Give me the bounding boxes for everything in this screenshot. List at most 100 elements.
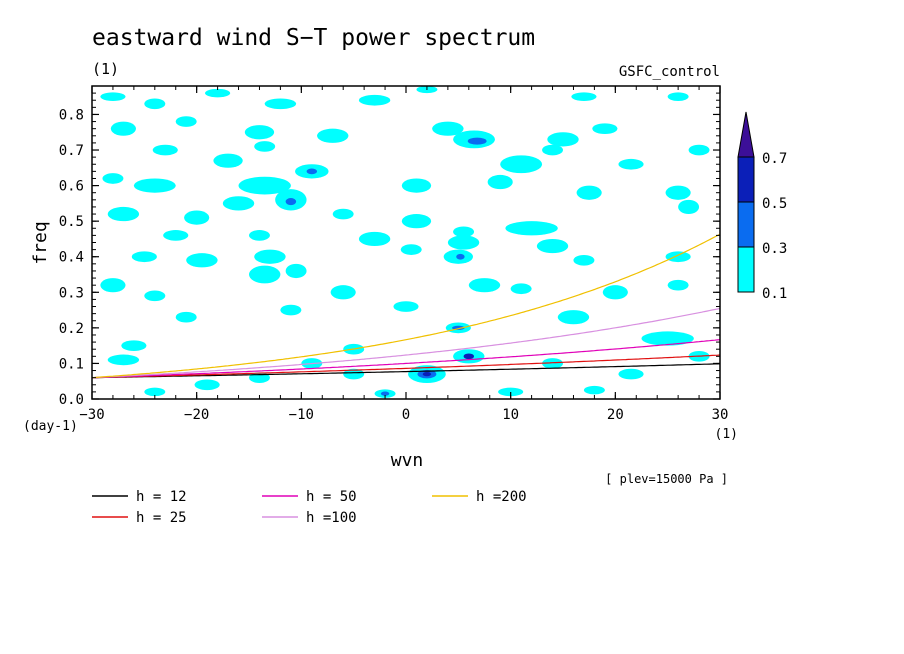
- contour-blob-63: [667, 279, 689, 291]
- contour-blob-15: [547, 132, 579, 147]
- contour-blob-55: [249, 265, 281, 284]
- contour-blob-82: [194, 379, 220, 391]
- colorbar: 0.1 0.3 0.5 0.7: [737, 111, 787, 302]
- contour-blob-73: [107, 354, 140, 366]
- contour-blob-46: [536, 238, 569, 254]
- contour-blob-41: [163, 230, 189, 241]
- y-tick-label-0: 0.0: [59, 392, 84, 408]
- contour-blob-12: [432, 121, 464, 136]
- contour-blob-22: [500, 155, 543, 174]
- axis-ticks: −30 −20 −10 0 10 20 30 0.0 0.1 0.2 0.3 0.4 0.5 0.6 0.7…: [59, 86, 729, 423]
- dispersion-curve-h200: [92, 233, 720, 379]
- colorbar-swatch-0: [737, 246, 755, 293]
- contour-blob-49: [254, 249, 286, 264]
- plot-frame: [91, 85, 721, 400]
- colorbar-swatch-2: [737, 156, 755, 203]
- contour-blob-3: [264, 98, 297, 110]
- contour-blob-21: [306, 168, 318, 175]
- contour-blob-54: [665, 251, 691, 263]
- colorbar-arrow: [737, 111, 755, 158]
- contour-blob-9: [175, 116, 197, 127]
- contour-blob-25: [102, 173, 124, 184]
- contour-blob-2: [205, 88, 231, 98]
- contour-blob-18: [254, 141, 276, 152]
- contour-blob-34: [665, 185, 691, 200]
- x-tick-label-3: 0: [402, 407, 410, 423]
- x-tick-label-5: 20: [607, 407, 624, 423]
- contour-blob-80: [422, 371, 432, 377]
- legend-label-0: h = 12: [136, 489, 187, 505]
- contour-blob-69: [557, 310, 590, 325]
- colorbar-swatch-1: [737, 201, 755, 248]
- dispersion-curve-h12: [92, 363, 720, 379]
- contour-blob-64: [175, 311, 197, 323]
- contour-blob-36: [184, 210, 210, 225]
- contour-blob-60: [468, 278, 501, 293]
- y-tick-label-3: 0.3: [59, 285, 84, 301]
- chart-subtitle-left: (1): [92, 60, 119, 78]
- contour-blob-84: [618, 368, 644, 380]
- y-tick-label-6: 0.6: [59, 179, 84, 195]
- contour-blob-0: [100, 92, 126, 101]
- chart-title: eastward wind S−T power spectrum: [92, 25, 535, 51]
- colorbar-level-0: 0.1: [762, 286, 787, 302]
- colorbar-level-3: 0.7: [762, 151, 787, 167]
- contour-blob-66: [393, 301, 419, 312]
- contour-blob-59: [330, 285, 356, 300]
- contour-blob-39: [505, 221, 558, 236]
- contour-blob-48: [186, 253, 218, 268]
- contour-blob-10: [244, 125, 275, 140]
- contour-blob-8: [110, 121, 136, 136]
- contour-blob-33: [576, 185, 602, 200]
- contour-blob-11: [317, 128, 349, 143]
- contour-blob-57: [100, 278, 126, 293]
- contour-blob-53: [573, 254, 595, 266]
- legend-label-1: h = 25: [136, 510, 187, 526]
- y-tick-label-5: 0.5: [59, 214, 84, 230]
- colorbar-level-1: 0.3: [762, 241, 787, 257]
- contour-blob-32: [487, 174, 513, 190]
- contour-blob-38: [401, 214, 432, 229]
- contour-blob-50: [400, 244, 422, 255]
- contour-blob-88: [498, 387, 524, 397]
- y-tick-label-2: 0.2: [59, 321, 84, 337]
- contour-blob-62: [602, 285, 628, 300]
- x-unit-label: (1): [715, 427, 738, 442]
- legend-label-3: h =100: [306, 510, 357, 526]
- contour-blob-19: [213, 153, 243, 168]
- contour-blob-24: [618, 158, 644, 170]
- contour-blob-6: [571, 92, 597, 101]
- contour-blob-37: [332, 208, 354, 220]
- contour-blob-47: [131, 251, 157, 263]
- contour-blob-1: [144, 98, 166, 110]
- contour-blob-42: [249, 230, 270, 241]
- contour-blob-87: [144, 387, 166, 397]
- contour-blob-86: [380, 391, 390, 396]
- contour-blob-81: [343, 368, 365, 380]
- contour-blob-52: [456, 253, 465, 260]
- contour-blob-17: [152, 144, 178, 156]
- contour-blob-65: [280, 304, 302, 316]
- chart-subtitle-right: GSFC_control: [619, 64, 720, 80]
- x-tick-label-6: 30: [712, 407, 729, 423]
- y-tick-label-1: 0.1: [59, 356, 84, 372]
- contour-blob-23: [542, 144, 563, 156]
- colorbar-level-2: 0.5: [762, 196, 787, 212]
- legend-label-2: h = 50: [306, 489, 357, 505]
- legend-label-4: h =200: [476, 489, 527, 505]
- dispersion-curve-h100: [92, 307, 720, 379]
- contour-blob-40: [678, 199, 700, 215]
- contour-blob-91: [688, 144, 710, 156]
- contour-blob-7: [667, 92, 689, 101]
- level-note: [ plev=15000 Pa ]: [605, 472, 728, 486]
- contour-blob-26: [133, 178, 176, 193]
- y-unit-label: (day-1): [23, 419, 78, 434]
- x-tick-label-4: 10: [502, 407, 519, 423]
- contour-blob-4: [358, 94, 391, 106]
- dispersion-curve-h50: [92, 339, 720, 379]
- contour-blob-35: [107, 206, 140, 222]
- contour-blob-16: [592, 123, 618, 135]
- contour-blob-89: [583, 385, 605, 395]
- contour-blob-58: [144, 290, 166, 302]
